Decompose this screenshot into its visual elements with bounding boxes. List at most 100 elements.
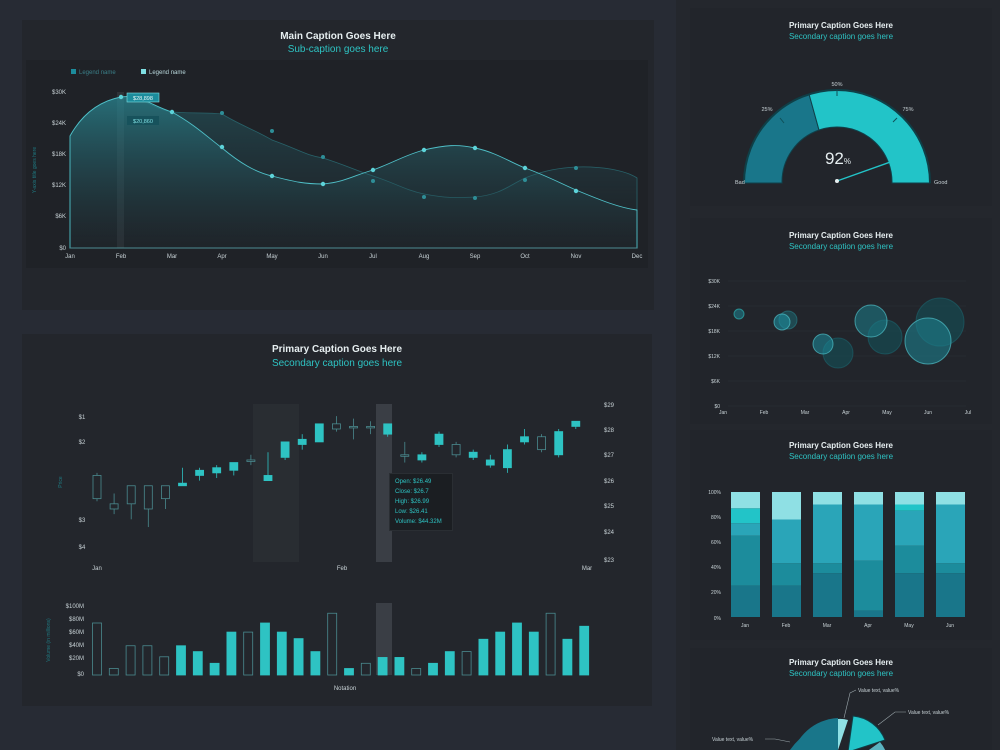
volume-bar[interactable]: [545, 612, 556, 676]
candle[interactable]: [280, 441, 290, 460]
stacked-segment[interactable]: [895, 510, 924, 546]
candle[interactable]: [143, 485, 153, 528]
svg-text:Value text, value%: Value text, value%: [908, 710, 950, 716]
candle[interactable]: [126, 485, 136, 520]
svg-text:Jan: Jan: [65, 254, 75, 260]
candle[interactable]: [314, 423, 324, 443]
svg-text:$40M: $40M: [69, 643, 84, 649]
svg-text:20%: 20%: [711, 590, 722, 596]
volume-bar[interactable]: [176, 645, 186, 676]
stacked-segment[interactable]: [936, 563, 965, 574]
candle[interactable]: [451, 441, 461, 458]
stacked-segment[interactable]: [895, 573, 924, 617]
stacked-segment[interactable]: [731, 523, 760, 536]
candle[interactable]: [537, 434, 546, 453]
volume-bar[interactable]: [276, 631, 287, 676]
stacked-segment[interactable]: [731, 585, 760, 617]
volume-bar[interactable]: [528, 631, 539, 676]
stacked-segment[interactable]: [731, 535, 760, 586]
stacked-segment[interactable]: [936, 573, 965, 617]
svg-text:$0: $0: [714, 404, 720, 410]
candle[interactable]: [178, 467, 187, 487]
candle[interactable]: [383, 423, 393, 437]
stacked-segment[interactable]: [772, 585, 801, 617]
candle[interactable]: [212, 465, 222, 479]
svg-text:0%: 0%: [714, 616, 722, 622]
volume-bar[interactable]: [512, 622, 522, 676]
volume-bar[interactable]: [226, 631, 237, 676]
area-chart-title: Main Caption Goes Here: [280, 31, 396, 42]
volume-bar[interactable]: [478, 638, 489, 676]
volume-bar[interactable]: [377, 657, 388, 676]
volume-bar[interactable]: [579, 625, 590, 676]
svg-text:$24K: $24K: [708, 304, 720, 310]
candle[interactable]: [434, 431, 444, 448]
svg-text:$20,860: $20,860: [133, 119, 153, 125]
candle[interactable]: [366, 421, 376, 435]
candle[interactable]: [109, 493, 119, 515]
candle[interactable]: [331, 416, 341, 432]
candle[interactable]: [349, 418, 358, 440]
stacked-segment[interactable]: [731, 492, 760, 509]
volume-bar[interactable]: [327, 612, 338, 676]
candle[interactable]: [229, 462, 239, 476]
stacked-segment[interactable]: [895, 545, 924, 574]
stacked-segment[interactable]: [813, 492, 842, 505]
stacked-segment[interactable]: [731, 508, 760, 524]
volume-bar[interactable]: [360, 662, 371, 676]
volume-bar[interactable]: [394, 657, 405, 676]
stacked-segment[interactable]: [772, 563, 801, 586]
candle[interactable]: [571, 420, 581, 429]
pie-subtitle: Secondary caption goes here: [788, 669, 894, 678]
volume-bar[interactable]: [125, 645, 136, 676]
stacked-segment[interactable]: [854, 610, 883, 617]
volume-bar[interactable]: [108, 668, 119, 676]
stacked-segment[interactable]: [813, 563, 842, 574]
volume-bar[interactable]: [209, 662, 220, 676]
candle[interactable]: [554, 429, 564, 458]
candle[interactable]: [297, 434, 307, 450]
area-legend[interactable]: Legend name Legend name: [71, 69, 186, 76]
volume-bar[interactable]: [243, 631, 254, 676]
svg-text:$3: $3: [79, 518, 86, 524]
volume-bar[interactable]: [142, 645, 153, 676]
stacked-segment[interactable]: [813, 504, 842, 564]
stacked-segment[interactable]: [854, 504, 883, 561]
candle[interactable]: [417, 452, 427, 463]
volume-bar[interactable]: [293, 638, 304, 676]
stacked-segment[interactable]: [813, 573, 842, 617]
volume-bar[interactable]: [428, 662, 438, 676]
stacked-segment[interactable]: [854, 492, 883, 505]
volume-bar[interactable]: [310, 651, 321, 676]
volume-bar[interactable]: [411, 668, 422, 676]
stacked-segment[interactable]: [895, 492, 924, 505]
candle[interactable]: [502, 444, 512, 473]
candle[interactable]: [92, 472, 102, 502]
volume-bar[interactable]: [192, 651, 203, 676]
candle[interactable]: [195, 467, 205, 481]
stacked-segment[interactable]: [936, 492, 965, 505]
stacked-segment[interactable]: [854, 560, 883, 611]
volume-bar[interactable]: [260, 622, 270, 676]
candle[interactable]: [263, 452, 273, 482]
svg-text:$26: $26: [604, 479, 615, 485]
volume-bar[interactable]: [495, 631, 506, 676]
volume-bar[interactable]: [92, 622, 102, 676]
svg-text:$1: $1: [79, 415, 86, 421]
volume-bar[interactable]: [461, 651, 472, 676]
volume-bar[interactable]: [344, 668, 354, 676]
volume-bar[interactable]: [562, 638, 573, 676]
candle[interactable]: [520, 429, 529, 445]
stacked-segment[interactable]: [772, 492, 801, 520]
volume-bar[interactable]: [159, 656, 170, 676]
stacked-segment[interactable]: [772, 519, 801, 564]
candle[interactable]: [160, 485, 170, 509]
candle[interactable]: [246, 454, 256, 466]
legend-swatch-1: [71, 69, 76, 74]
stacked-segment[interactable]: [895, 504, 924, 511]
candle[interactable]: [400, 441, 410, 463]
candle[interactable]: [485, 454, 495, 468]
stacked-segment[interactable]: [936, 504, 965, 564]
volume-bar[interactable]: [444, 651, 455, 676]
candle[interactable]: [468, 449, 478, 460]
